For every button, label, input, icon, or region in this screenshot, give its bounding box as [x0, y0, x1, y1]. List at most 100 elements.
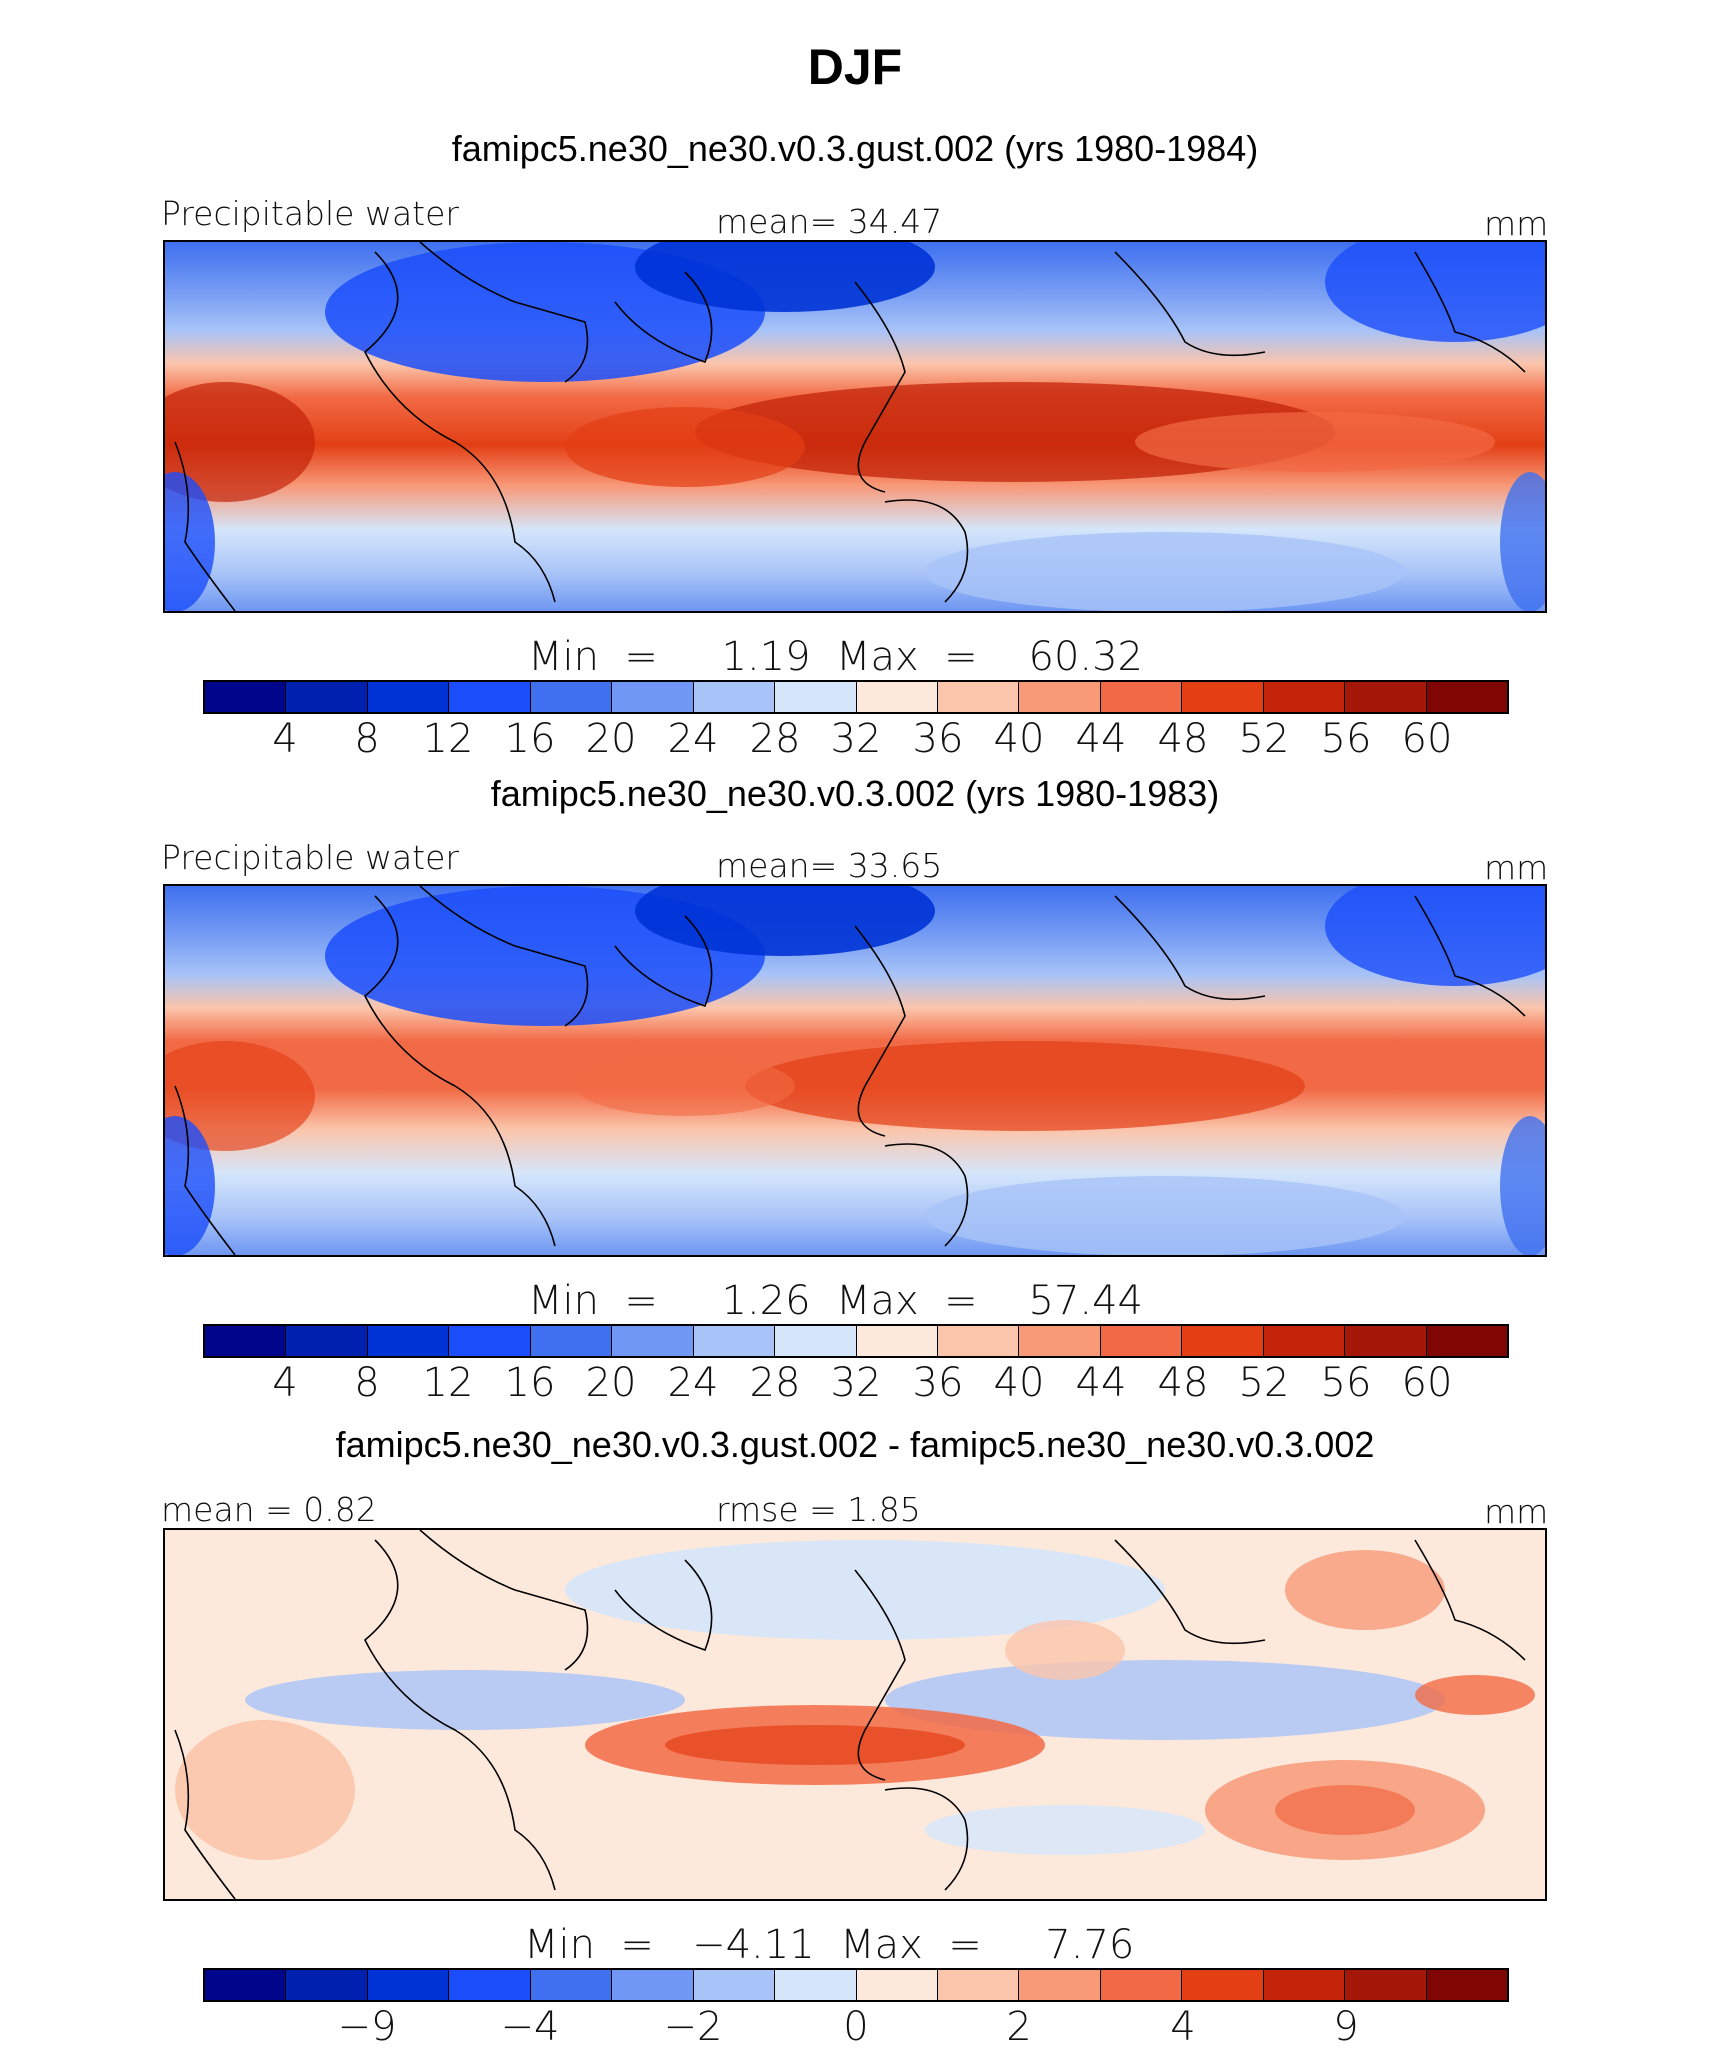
colorbar-box	[1426, 1970, 1507, 2000]
colorbar-box	[937, 1326, 1020, 1356]
colorbar-tick: 52	[1238, 716, 1290, 762]
panel-1-title: famipc5.ne30_ne30.v0.3.gust.002 (yrs 198…	[451, 128, 1259, 169]
colorbar-box	[286, 1970, 368, 2000]
colorbar-box	[530, 1326, 613, 1356]
colorbar-tick: 56	[1320, 716, 1372, 762]
panel-2-variable-label: Precipitable water	[161, 838, 459, 877]
panel-2-colorbar	[203, 1324, 1509, 1358]
colorbar-tick: 56	[1320, 1360, 1372, 1406]
colorbar-tick: 2	[1006, 2004, 1032, 2050]
colorbar-tick: −9	[337, 2004, 397, 2050]
colorbar-tick: 8	[354, 716, 380, 762]
colorbar-box	[1019, 682, 1101, 712]
colorbar-tick: 36	[912, 1360, 964, 1406]
colorbar-tick: 9	[1333, 2004, 1359, 2050]
colorbar-box	[856, 1326, 938, 1356]
colorbar-box	[205, 1326, 287, 1356]
colorbar-tick: 8	[354, 1360, 380, 1406]
colorbar-tick: 44	[1075, 716, 1127, 762]
colorbar-box	[1182, 682, 1264, 712]
colorbar-tick: −4	[500, 2004, 560, 2050]
panel-2-minmax: Min = 1.26 Max = 57.44	[528, 1278, 1143, 1324]
colorbar-tick: −2	[663, 2004, 723, 2050]
colorbar-tick: 40	[993, 716, 1045, 762]
colorbar-box	[1263, 1326, 1346, 1356]
panel-1-minmax: Min = 1.19 Max = 60.32	[528, 634, 1143, 680]
colorbar-box	[693, 1970, 776, 2000]
colorbar-tick: 20	[585, 1360, 637, 1406]
colorbar-tick: 0	[843, 2004, 869, 2050]
colorbar-tick: 24	[667, 1360, 719, 1406]
colorbar-box	[856, 682, 938, 712]
colorbar-box	[286, 1326, 368, 1356]
panel-1-map-plot	[165, 242, 1545, 611]
colorbar-tick: 16	[504, 716, 556, 762]
colorbar-tick: 60	[1401, 716, 1453, 762]
colorbar-tick: 20	[585, 716, 637, 762]
colorbar-tick: 48	[1157, 716, 1209, 762]
panel-3-mean-label: mean = 0.82	[161, 1490, 377, 1529]
colorbar-box	[1100, 682, 1183, 712]
colorbar-box	[205, 682, 287, 712]
panel-1-map	[163, 240, 1547, 613]
colorbar-box	[937, 1970, 1020, 2000]
colorbar-box	[612, 1326, 694, 1356]
colorbar-box	[612, 682, 694, 712]
figure-title: DJF	[807, 39, 903, 95]
colorbar-box	[775, 682, 857, 712]
panel-1-variable-label: Precipitable water	[161, 194, 459, 233]
colorbar-box	[286, 682, 368, 712]
colorbar-box	[1182, 1326, 1264, 1356]
colorbar-box	[1345, 1970, 1427, 2000]
colorbar-box	[449, 1970, 531, 2000]
colorbar-tick: 32	[830, 716, 882, 762]
colorbar-tick: 48	[1157, 1360, 1209, 1406]
panel-3-title: famipc5.ne30_ne30.v0.3.gust.002 - famipc…	[335, 1424, 1375, 1465]
colorbar-box	[205, 1970, 287, 2000]
panel-2-units-label: mm	[1484, 848, 1549, 887]
panel-3-colorbar	[203, 1968, 1509, 2002]
colorbar-tick: 28	[749, 716, 801, 762]
colorbar-box	[1100, 1326, 1183, 1356]
colorbar-box	[530, 682, 613, 712]
colorbar-tick: 4	[272, 1360, 298, 1406]
colorbar-box	[1345, 1326, 1427, 1356]
colorbar-box	[1426, 1326, 1507, 1356]
colorbar-box	[1426, 682, 1507, 712]
colorbar-box	[1345, 682, 1427, 712]
panel-2-map	[163, 884, 1547, 1257]
panel-2-title: famipc5.ne30_ne30.v0.3.002 (yrs 1980-198…	[490, 773, 1220, 814]
panel-1-colorbar	[203, 680, 1509, 714]
colorbar-box	[693, 1326, 776, 1356]
colorbar-box	[530, 1970, 613, 2000]
colorbar-box	[449, 682, 531, 712]
colorbar-box	[1182, 1970, 1264, 2000]
colorbar-box	[1263, 682, 1346, 712]
colorbar-box	[775, 1970, 857, 2000]
colorbar-tick: 4	[1170, 2004, 1196, 2050]
colorbar-box	[367, 1970, 450, 2000]
colorbar-tick: 16	[504, 1360, 556, 1406]
colorbar-box	[1263, 1970, 1346, 2000]
colorbar-tick: 24	[667, 716, 719, 762]
colorbar-tick: 12	[422, 716, 474, 762]
colorbar-tick: 36	[912, 716, 964, 762]
colorbar-tick: 32	[830, 1360, 882, 1406]
colorbar-tick: 44	[1075, 1360, 1127, 1406]
colorbar-box	[937, 682, 1020, 712]
colorbar-box	[367, 1326, 450, 1356]
colorbar-box	[449, 1326, 531, 1356]
panel-3-rmse-label: rmse = 1.85	[716, 1490, 921, 1529]
panel-3-map	[163, 1528, 1547, 1901]
colorbar-tick: 52	[1238, 1360, 1290, 1406]
colorbar-tick: 28	[749, 1360, 801, 1406]
panel-3-map-plot	[165, 1530, 1545, 1899]
panel-3-minmax: Min = −4.11 Max = 7.76	[524, 1922, 1135, 1968]
colorbar-box	[1100, 1970, 1183, 2000]
colorbar-tick: 12	[422, 1360, 474, 1406]
panel-1-mean-label: mean= 34.47	[716, 202, 943, 241]
panel-2-mean-label: mean= 33.65	[716, 846, 943, 885]
colorbar-box	[1019, 1970, 1101, 2000]
colorbar-box	[856, 1970, 938, 2000]
colorbar-tick: 4	[272, 716, 298, 762]
